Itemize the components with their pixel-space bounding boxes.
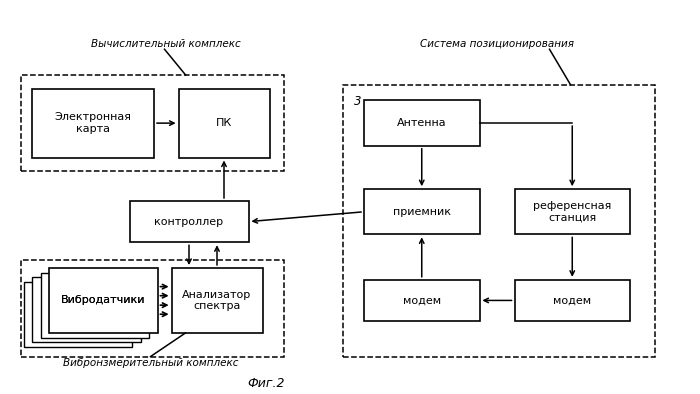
Bar [49,268,158,333]
Bar [24,282,132,347]
Bar [32,277,141,342]
Bar [172,268,262,333]
Text: Анализатор
спектра: Анализатор спектра [183,290,251,311]
Text: Фиг.2: Фиг.2 [247,377,285,390]
Bar [514,280,630,321]
Bar [41,273,149,338]
Text: контроллер: контроллер [155,217,223,227]
Text: Антенна: Антенна [397,118,447,128]
Bar [343,85,654,357]
Text: модем: модем [553,296,592,305]
Text: модем: модем [402,296,441,305]
Bar [364,189,480,234]
Text: референсная
станция: референсная станция [533,201,611,223]
Text: Вибродатчики: Вибродатчики [61,296,146,305]
Bar [178,89,270,158]
Text: Электронная
карта: Электронная карта [55,112,132,134]
Text: приемник: приемник [393,207,451,217]
Text: Вычислительный комплекс: Вычислительный комплекс [91,39,241,49]
Text: Система позиционирования: Система позиционирования [420,39,574,49]
Bar [21,260,284,357]
Bar [21,75,284,171]
Text: Вибронзмерительный комплекс: Вибронзмерительный комплекс [63,359,238,368]
Bar [364,280,480,321]
Bar [32,89,154,158]
Text: ПК: ПК [216,118,232,128]
Text: Вибродатчики: Вибродатчики [61,296,146,305]
Text: 3: 3 [354,95,361,108]
Bar [130,201,248,242]
Bar [364,100,480,146]
Bar [514,189,630,234]
